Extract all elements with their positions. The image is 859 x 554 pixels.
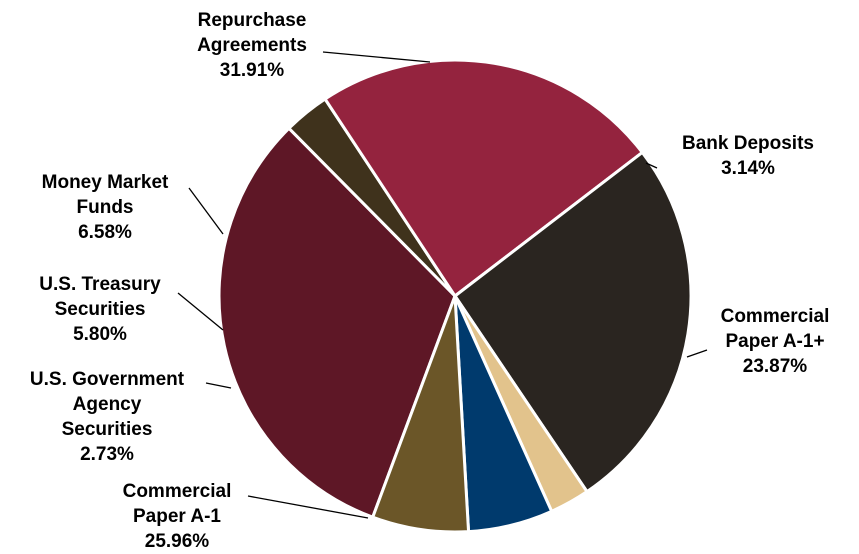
- slice-label-bank-deposits: Bank Deposits 3.14%: [682, 133, 814, 179]
- slice-label-u-s-government-agency-securities: U.S. Government Agency Securities 2.73%: [30, 369, 185, 465]
- slice-name-label: Money Market: [42, 172, 169, 193]
- leader-line-u-s-government-agency-securities: [206, 383, 231, 388]
- slice-label-money-market-funds: Money Market Funds 6.58%: [42, 172, 169, 243]
- slice-value-label: 2.73%: [80, 444, 134, 465]
- slice-name-label: Securities: [55, 299, 146, 320]
- slice-label-repurchase-agreements: Repurchase Agreements 31.91%: [197, 10, 307, 81]
- slice-name-label: Repurchase: [198, 10, 307, 31]
- leader-line-u-s-treasury-securities: [178, 293, 223, 330]
- slice-name-label: Paper A-1: [133, 506, 221, 527]
- slice-value-label: 23.87%: [743, 356, 808, 377]
- leader-line-commercial-paper-a-1: [687, 350, 707, 357]
- slice-name-label: U.S. Treasury: [39, 274, 161, 295]
- leader-line-repurchase-agreements: [323, 52, 430, 62]
- slice-name-label: U.S. Government: [30, 369, 185, 390]
- slice-name-label: Commercial: [123, 481, 232, 502]
- slice-name-label: Securities: [62, 419, 153, 440]
- slice-value-label: 25.96%: [145, 531, 210, 552]
- slice-name-label: Commercial: [721, 306, 830, 327]
- slice-name-label: Agency: [73, 394, 142, 415]
- slice-value-label: 3.14%: [721, 158, 775, 179]
- slice-value-label: 31.91%: [220, 60, 285, 81]
- slice-label-u-s-treasury-securities: U.S. Treasury Securities 5.80%: [39, 274, 161, 345]
- slice-name-label: Agreements: [197, 35, 307, 56]
- slice-value-label: 6.58%: [78, 222, 132, 243]
- leader-line-money-market-funds: [189, 188, 223, 234]
- slice-label-commercial-paper-a-1: Commercial Paper A-1 25.96%: [123, 481, 232, 552]
- pie-slices: [219, 60, 691, 532]
- slice-value-label: 5.80%: [73, 324, 127, 345]
- slice-name-label: Funds: [77, 197, 134, 218]
- slice-label-commercial-paper-a-1: Commercial Paper A-1+ 23.87%: [721, 306, 830, 377]
- slice-name-label: Paper A-1+: [725, 331, 824, 352]
- slice-name-label: Bank Deposits: [682, 133, 814, 154]
